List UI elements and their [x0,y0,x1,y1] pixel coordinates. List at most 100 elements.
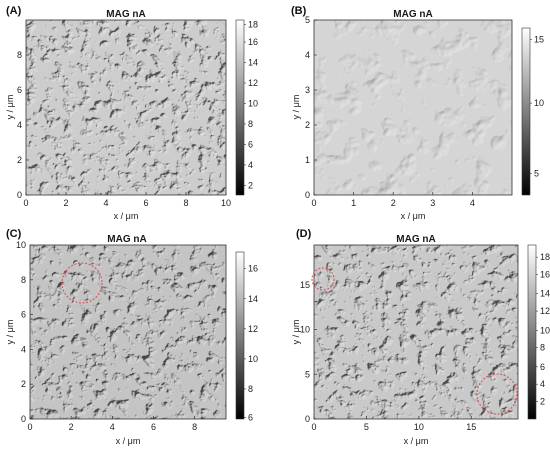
y-axis-ticks: 0 1 2 3 4 5 [305,15,317,200]
y-tick-label: 15 [300,280,310,290]
colorbar-frame [521,27,531,196]
x-tick-label: 2 [391,198,396,208]
y-tick-label: 0 [305,414,310,424]
y-tick-label: 8 [21,275,26,285]
x-tick-label: 4 [470,198,475,208]
colorbar-frame [235,19,245,196]
y-tick-label: 2 [17,155,22,165]
colorbar-tick-label: 6 [248,412,253,422]
y-tick-label: 1 [305,155,310,165]
x-axis-ticks: 0 2 4 6 8 [27,416,197,432]
colorbar-tick-label: 10 [540,325,550,335]
panel-title: MAG nA [393,9,432,20]
x-tick-label: 8 [192,422,197,432]
colorbar-tick-label: 12 [248,78,258,88]
y-tick-label: 6 [17,85,22,95]
y-axis-label: y / μm [291,320,301,345]
colorbar-tick-label: 16 [248,37,258,47]
panel-d: (D) MAG nA 0 5 10 15 0 5 10 15 x / μm y / μm 2… [291,228,550,446]
colorbar-ticks: 2 4 6 8 10 12 14 16 18 [536,252,550,407]
y-tick-label: 10 [300,325,310,335]
colorbar-tick-label: 8 [540,343,545,353]
colorbar-tick-label: 10 [248,354,258,364]
colorbar-tick-label: 8 [248,384,253,394]
y-tick-label: 0 [17,190,22,200]
colorbar-tick-label: 6 [248,139,253,149]
x-axis-ticks: 0 2 4 6 8 10 [23,192,231,208]
x-tick-label: 8 [183,198,188,208]
x-tick-label: 3 [430,198,435,208]
x-tick-label: 10 [414,422,424,432]
colorbar-frame [527,244,537,420]
colorbar: 6 8 10 12 14 16 [235,251,258,422]
colorbar-frame [235,251,245,420]
colorbar: 2 4 6 8 10 12 14 16 18 [235,19,258,196]
colorbar-gradient [528,245,536,419]
y-tick-label: 10 [16,240,26,250]
colorbar-ticks: 2 4 6 8 10 12 14 16 18 [244,19,258,190]
panel-label: (D) [296,228,312,240]
colorbar-tick-label: 15 [534,35,544,45]
panel-title: MAG nA [107,234,146,245]
colorbar-tick-label: 18 [248,19,258,29]
image-frame [313,244,519,420]
highlight-circle-bottom-right [476,373,518,415]
colorbar-tick-label: 14 [248,294,258,304]
panel-label: (C) [6,228,22,240]
afm-image [313,19,513,196]
circle-markers [61,262,103,304]
panel-title: MAG nA [396,234,435,245]
highlight-circle-left-edge [311,267,335,291]
x-tick-label: 15 [466,422,476,432]
colorbar-tick-label: 2 [540,397,545,407]
y-tick-label: 6 [21,310,26,320]
image-texture [314,245,518,419]
x-axis-label: x / μm [114,211,139,221]
colorbar-tick-label: 5 [534,168,539,178]
highlight-circle-upper-left [61,262,103,304]
colorbar-tick-label: 10 [534,98,544,108]
colorbar-tick-label: 8 [248,119,253,129]
y-tick-label: 0 [305,190,310,200]
image-texture [26,20,226,195]
x-axis-label: x / μm [404,436,429,446]
colorbar-tick-label: 12 [540,306,550,316]
panel-label: (A) [6,5,22,17]
colorbar-tick-label: 2 [248,180,253,190]
image-texture [314,20,512,195]
colorbar-ticks: 5 10 15 [530,35,544,178]
x-tick-label: 0 [27,422,32,432]
colorbar-tick-label: 4 [540,379,545,389]
y-tick-label: 4 [21,344,26,354]
colorbar-tick-label: 12 [248,324,258,334]
x-tick-label: 6 [151,422,156,432]
image-frame [29,244,227,420]
x-tick-label: 0 [23,198,28,208]
y-axis-ticks: 0 5 10 15 [300,280,317,424]
colorbar: 5 10 15 [521,27,544,196]
image-frame [25,19,227,196]
colorbar-tick-label: 16 [540,270,550,280]
x-tick-label: 2 [63,198,68,208]
y-axis-label: y / μm [5,320,15,345]
x-tick-label: 2 [69,422,74,432]
afm-image [313,244,519,420]
y-tick-label: 2 [305,120,310,130]
x-tick-label: 6 [143,198,148,208]
colorbar-tick-label: 18 [540,252,550,262]
y-axis-ticks: 0 2 4 6 8 10 [16,240,33,424]
x-axis-ticks: 0 1 2 3 4 [311,192,475,208]
y-axis-label: y / μm [5,95,15,120]
x-tick-label: 4 [110,422,115,432]
x-tick-label: 1 [351,198,356,208]
colorbar-tick-label: 10 [248,98,258,108]
y-tick-label: 2 [21,379,26,389]
image-texture [30,245,226,419]
colorbar-tick-label: 6 [540,362,545,372]
y-axis-ticks: 0 2 4 6 8 [17,50,29,200]
x-tick-label: 0 [311,422,316,432]
x-tick-label: 0 [311,198,316,208]
x-axis-ticks: 0 5 10 15 [311,416,476,432]
panel-a: (A) MAG nA 0 2 4 6 8 0 2 4 6 8 10 x / μm y / μm 2… [5,5,258,221]
